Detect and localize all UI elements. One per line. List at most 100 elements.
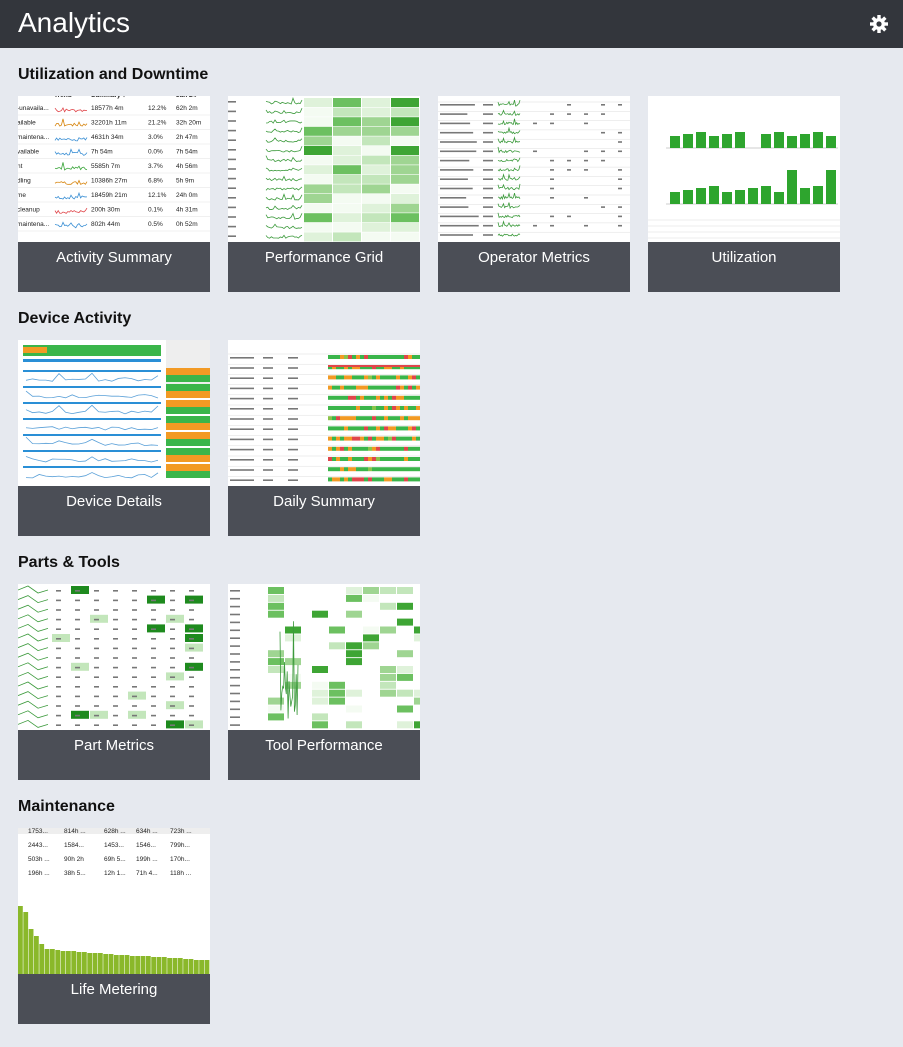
thumb-bar — [39, 944, 45, 974]
thumb-shape — [363, 681, 379, 689]
report-card[interactable]: Performance Grid — [228, 96, 420, 292]
thumb-shape — [384, 477, 388, 482]
thumb-text — [132, 705, 137, 707]
thumb-text — [94, 609, 99, 611]
table-cell: -unavaila... — [18, 105, 49, 112]
thumb-shape — [344, 375, 348, 380]
thumb-shape — [340, 375, 344, 380]
thumb-shape — [356, 446, 360, 451]
thumb-shape — [52, 643, 70, 652]
thumb-text — [189, 590, 194, 592]
thumb-text — [567, 104, 571, 106]
thumb-text — [550, 113, 554, 115]
thumb-shape — [344, 355, 348, 359]
thumb-shape — [268, 610, 284, 618]
thumb-shape — [384, 446, 388, 451]
sparkline — [497, 173, 521, 181]
thumb-bar — [709, 186, 719, 204]
report-card[interactable]: Tool Performance — [228, 584, 420, 780]
thumb-shape — [147, 595, 165, 604]
thumb-shape — [346, 610, 362, 618]
thumb-bar — [71, 951, 77, 974]
thumb-shape — [52, 662, 70, 671]
thumb-shape — [356, 355, 360, 359]
thumb-shape — [400, 436, 404, 441]
settings-icon[interactable] — [869, 14, 889, 34]
thumb-bar — [124, 955, 130, 974]
thumbnail — [18, 340, 210, 486]
thumb-shape — [416, 365, 420, 370]
thumb-shape — [380, 457, 384, 461]
thumb-shape — [147, 710, 165, 719]
thumb-shape — [328, 426, 332, 431]
thumb-text — [75, 705, 80, 707]
thumb-shape — [404, 365, 408, 370]
thumb-shape — [352, 395, 356, 400]
thumb-text — [170, 647, 175, 650]
thumb-text — [113, 657, 118, 659]
thumb-text — [288, 367, 298, 369]
thumb-text — [483, 150, 493, 153]
thumb-shape — [71, 643, 89, 652]
thumb-text — [228, 216, 236, 218]
report-card[interactable]: Trend Summary ▾ Jan 24 -unavaila... 18577h 4… — [18, 96, 210, 292]
thumb-text — [189, 724, 194, 726]
sparkline — [279, 621, 299, 719]
thumb-bar — [800, 134, 810, 148]
thumb-shape — [380, 355, 384, 359]
thumb-shape — [329, 642, 345, 650]
thumb-bg — [438, 96, 630, 242]
thumb-text — [483, 197, 493, 199]
thumb-shape — [376, 436, 380, 441]
thumb-text — [230, 676, 240, 679]
thumb-shape — [344, 446, 348, 451]
thumb-shape — [397, 618, 413, 626]
thumb-shape — [414, 650, 420, 658]
thumb-shape — [23, 466, 161, 468]
thumb-shape — [380, 713, 396, 721]
table-cell: 21.2% — [148, 120, 167, 127]
thumb-text — [230, 590, 240, 592]
thumb-shape — [380, 618, 396, 626]
thumb-bar — [156, 957, 162, 974]
thumb-text — [75, 638, 80, 640]
thumb-shape — [363, 642, 379, 650]
thumb-text — [584, 169, 588, 171]
table-cell: 12.1% — [148, 192, 167, 199]
report-card[interactable]: Daily Summary — [228, 340, 420, 536]
sparkline — [497, 233, 521, 237]
thumb-text — [94, 666, 99, 669]
thumb-shape — [414, 689, 420, 697]
thumb-shape — [328, 467, 332, 472]
thumb-shape — [362, 203, 390, 213]
report-card[interactable]: Part Metrics — [18, 584, 210, 780]
thumb-shape — [404, 477, 408, 482]
thumb-shape — [392, 457, 396, 461]
thumb-shape — [372, 477, 376, 482]
report-card[interactable]: 1753... 814h ... 628h ... 634h ... 723h ... 2… — [18, 828, 210, 1024]
thumb-shape — [268, 705, 284, 713]
thumb-bar — [774, 192, 784, 204]
sparkline — [54, 221, 88, 229]
thumb-text — [288, 428, 298, 430]
thumb-text — [189, 647, 194, 650]
thumb-shape — [360, 426, 364, 431]
thumb-shape — [376, 477, 380, 482]
report-card[interactable]: Device Details — [18, 340, 210, 536]
thumb-text — [75, 714, 80, 717]
card-label: Operator Metrics — [438, 242, 630, 292]
report-card[interactable]: Operator Metrics — [438, 96, 630, 292]
thumb-shape — [18, 828, 210, 834]
thumb-text — [263, 377, 273, 379]
thumb-text — [550, 178, 554, 180]
table-cell: 199h ... — [136, 856, 158, 863]
thumb-shape — [416, 385, 420, 390]
thumb-shape — [400, 446, 404, 451]
thumb-shape — [397, 587, 413, 594]
thumb-shape — [376, 365, 380, 370]
thumbnail — [648, 96, 840, 242]
report-card[interactable]: Utilization — [648, 96, 840, 292]
thumb-shape — [348, 426, 352, 431]
thumb-shape — [360, 436, 364, 441]
thumb-shape — [185, 614, 203, 623]
